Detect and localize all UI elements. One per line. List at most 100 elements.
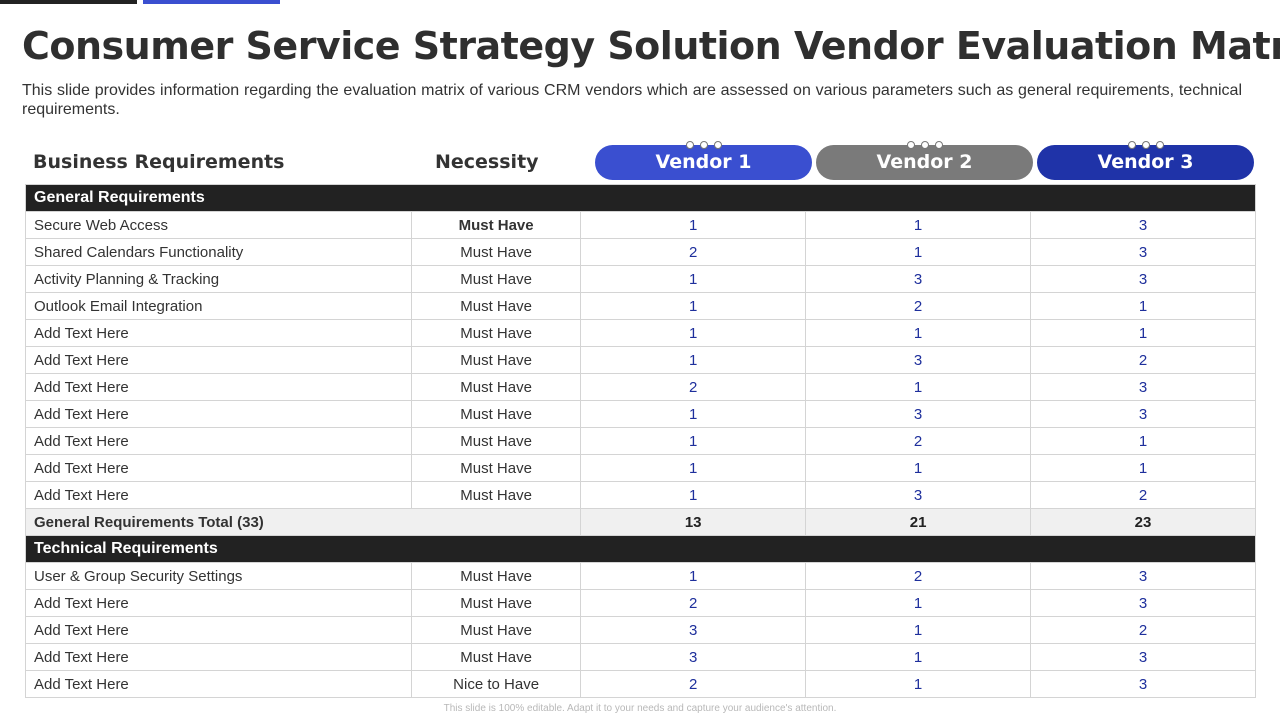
requirement-cell: Outlook Email Integration	[24, 292, 413, 320]
table-row: Add Text Here Must Have 1 2 1	[24, 427, 1256, 455]
requirement-cell: Add Text Here	[24, 616, 413, 644]
vendor-2-score: 3	[805, 346, 1032, 374]
table-row: Add Text Here Nice to Have 2 1 3	[24, 670, 1256, 698]
dots-decoration	[1127, 141, 1164, 149]
requirement-cell: Add Text Here	[24, 481, 413, 509]
necessity-cell: Must Have	[411, 454, 582, 482]
business-requirements-header: Business Requirements	[33, 151, 285, 173]
requirement-cell: Activity Planning & Tracking	[24, 265, 413, 293]
total-label: General Requirements Total (33)	[24, 508, 582, 536]
vendor-1-score: 1	[580, 319, 807, 347]
table-row: User & Group Security Settings Must Have 1…	[24, 562, 1256, 590]
vendor-1-score: 3	[580, 616, 807, 644]
necessity-cell: Must Have	[411, 238, 582, 266]
table-row: Shared Calendars Functionality Must Have 2…	[24, 238, 1256, 266]
necessity-cell: Must Have	[411, 589, 582, 617]
necessity-cell: Must Have	[411, 292, 582, 320]
vendor-2-score: 1	[805, 211, 1032, 239]
page-description: This slide provides information regardin…	[22, 82, 1242, 118]
vendor-1-score: 1	[580, 265, 807, 293]
vendor-2-score: 1	[805, 643, 1032, 671]
vendor-1-total: 13	[580, 508, 807, 536]
dots-decoration	[685, 141, 722, 149]
dots-decoration	[906, 141, 943, 149]
vendor-2-score: 1	[805, 319, 1032, 347]
necessity-cell: Nice to Have	[411, 670, 582, 698]
vendor-3-label: Vendor 3	[1097, 151, 1194, 173]
requirement-cell: User & Group Security Settings	[24, 562, 413, 590]
necessity-cell: Must Have	[411, 643, 582, 671]
vendor-1-score: 3	[580, 643, 807, 671]
table-row: Activity Planning & Tracking Must Have 1 3 3	[24, 265, 1256, 293]
vendor-3-total: 23	[1030, 508, 1256, 536]
table-row: Add Text Here Must Have 1 3 2	[24, 481, 1256, 509]
requirement-cell: Add Text Here	[24, 346, 413, 374]
general-total-row: General Requirements Total (33) 13 21 23	[24, 508, 1256, 536]
vendor-2-score: 1	[805, 616, 1032, 644]
vendor-2-score: 3	[805, 265, 1032, 293]
requirement-cell: Add Text Here	[24, 589, 413, 617]
vendor-2-score: 1	[805, 373, 1032, 401]
vendor-3-score: 1	[1030, 319, 1256, 347]
vendor-2-total: 21	[805, 508, 1032, 536]
necessity-cell: Must Have	[411, 616, 582, 644]
vendor-3-score: 3	[1030, 238, 1256, 266]
vendor-3-score: 2	[1030, 346, 1256, 374]
table-row: Add Text Here Must Have 3 1 3	[24, 643, 1256, 671]
vendor-3-score: 1	[1030, 292, 1256, 320]
table-row: Add Text Here Must Have 2 1 3	[24, 589, 1256, 617]
table-row: Outlook Email Integration Must Have 1 2 1	[24, 292, 1256, 320]
requirement-cell: Add Text Here	[24, 643, 413, 671]
vendor-1-score: 2	[580, 238, 807, 266]
table-row: Add Text Here Must Have 1 1 1	[24, 319, 1256, 347]
vendor-3-score: 1	[1030, 427, 1256, 455]
vendor-1-score: 1	[580, 481, 807, 509]
top-accent-bar-blue	[143, 0, 280, 4]
vendor-1-score: 1	[580, 427, 807, 455]
vendor-2-score: 1	[805, 589, 1032, 617]
section-label: General Requirements	[25, 184, 1256, 212]
vendor-1-score: 2	[580, 589, 807, 617]
page-title: Consumer Service Strategy Solution Vendo…	[22, 24, 1280, 68]
necessity-cell: Must Have	[411, 346, 582, 374]
footer-note: This slide is 100% editable. Adapt it to…	[443, 703, 837, 714]
vendor-1-score: 1	[580, 346, 807, 374]
vendor-1-score: 1	[580, 211, 807, 239]
vendor-3-score: 3	[1030, 211, 1256, 239]
vendor-1-score: 1	[580, 562, 807, 590]
vendor-3-score: 3	[1030, 400, 1256, 428]
vendor-1-score: 2	[580, 373, 807, 401]
vendor-2-score: 3	[805, 481, 1032, 509]
vendor-3-score: 2	[1030, 481, 1256, 509]
necessity-cell: Must Have	[411, 400, 582, 428]
section-label: Technical Requirements	[25, 535, 1256, 563]
vendor-1-score: 2	[580, 670, 807, 698]
vendor-2-score: 2	[805, 427, 1032, 455]
table-row: Add Text Here Must Have 1 3 3	[24, 400, 1256, 428]
table-row: Secure Web Access Must Have 1 1 3	[24, 211, 1256, 239]
necessity-cell: Must Have	[411, 265, 582, 293]
requirement-cell: Add Text Here	[24, 373, 413, 401]
vendor-3-score: 3	[1030, 670, 1256, 698]
vendor-1-header: Vendor 1	[595, 141, 812, 180]
vendor-3-score: 3	[1030, 589, 1256, 617]
necessity-cell: Must Have	[411, 427, 582, 455]
necessity-cell: Must Have	[411, 211, 582, 239]
requirement-cell: Add Text Here	[24, 319, 413, 347]
vendor-3-score: 3	[1030, 562, 1256, 590]
table-row: Add Text Here Must Have 1 3 2	[24, 346, 1256, 374]
requirement-cell: Secure Web Access	[24, 211, 413, 239]
necessity-cell: Must Have	[411, 562, 582, 590]
vendor-3-score: 2	[1030, 616, 1256, 644]
vendor-1-score: 1	[580, 292, 807, 320]
vendor-2-header: Vendor 2	[816, 141, 1033, 180]
necessity-cell: Must Have	[411, 319, 582, 347]
vendor-2-score: 1	[805, 238, 1032, 266]
vendor-3-score: 3	[1030, 373, 1256, 401]
vendor-2-score: 2	[805, 562, 1032, 590]
vendor-3-score: 3	[1030, 643, 1256, 671]
requirement-cell: Shared Calendars Functionality	[24, 238, 413, 266]
necessity-cell: Must Have	[411, 481, 582, 509]
vendor-3-score: 1	[1030, 454, 1256, 482]
requirement-cell: Add Text Here	[24, 427, 413, 455]
